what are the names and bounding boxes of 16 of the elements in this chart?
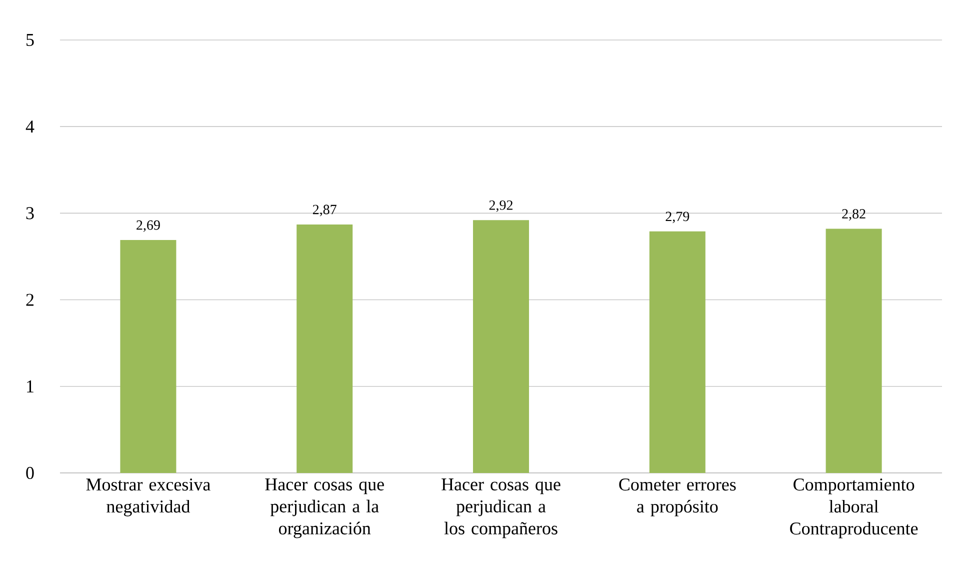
x-tick-label: Mostrar excesiva negatividad [86, 478, 210, 516]
x-tick-label: Hacer cosas que perjudican a la organización [265, 478, 384, 538]
data-label: 2,87 [312, 204, 336, 216]
y-tick-label: 4 [26, 120, 34, 133]
data-label: 2,79 [666, 212, 690, 224]
data-label: 2,92 [489, 200, 512, 212]
y-tick-label: 2 [26, 294, 34, 306]
y-tick-label: 3 [26, 207, 34, 220]
data-label: 2,69 [136, 220, 160, 232]
y-tick-label: 5 [26, 34, 34, 46]
x-tick-label: Cometer errores a propósito [619, 478, 736, 516]
x-tick-label: Hacer cosas que perjudican a los compañeros [442, 478, 560, 538]
data-label: 2,82 [842, 209, 866, 221]
y-tick-label: 0 [26, 466, 34, 480]
y-tick-label: 1 [27, 380, 34, 392]
x-tick-label: Comportamiento laboral Contraproducente [790, 478, 918, 538]
